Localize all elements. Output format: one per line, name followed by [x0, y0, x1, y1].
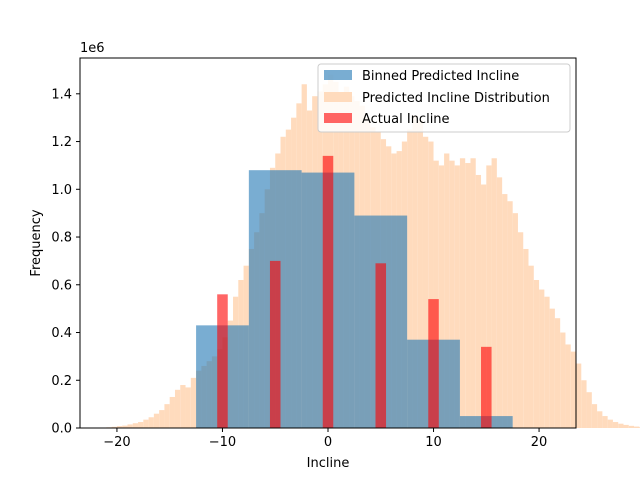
- x-tick-label: 10: [425, 435, 442, 450]
- legend: Binned Predicted Incline Predicted Incli…: [317, 63, 571, 133]
- y-tick-label: 1.2: [51, 135, 72, 150]
- distribution-bar: [174, 389, 181, 428]
- y-offset-label: 1e6: [80, 41, 105, 56]
- y-axis: 0.0 0.2 0.4 0.6 0.8 1.0 1.2 1.4: [51, 87, 80, 437]
- distribution-bar: [597, 411, 603, 428]
- distribution-bar: [539, 289, 545, 428]
- distribution-bar: [412, 115, 418, 429]
- distribution-bar: [486, 165, 492, 428]
- distribution-bar: [481, 184, 487, 428]
- distribution-bar: [148, 417, 154, 428]
- actual-bar: [322, 155, 334, 428]
- distribution-bar: [407, 129, 413, 428]
- distribution-bar: [138, 422, 144, 428]
- actual-bar: [375, 263, 387, 428]
- distribution-bar: [465, 163, 471, 428]
- distribution-bar: [122, 425, 128, 428]
- x-axis-label: Incline: [307, 456, 350, 471]
- legend-label-actual: Actual Incline: [362, 112, 450, 127]
- actual-bar: [428, 299, 439, 428]
- distribution-bar: [417, 120, 423, 428]
- distribution-bar: [623, 424, 629, 428]
- x-tick-label: 20: [531, 435, 548, 450]
- y-tick-label: 0.6: [51, 278, 72, 293]
- distribution-bar: [591, 404, 598, 428]
- distribution-bar: [159, 410, 165, 428]
- actual-bar: [217, 294, 228, 428]
- distribution-bar: [116, 426, 123, 428]
- distribution-bar: [523, 248, 529, 428]
- distribution-bar: [491, 158, 497, 429]
- distribution-bar: [433, 160, 439, 429]
- distribution-bar: [528, 265, 534, 428]
- distribution-bar: [169, 396, 175, 428]
- distribution-bar: [507, 201, 513, 428]
- x-tick-label: 0: [324, 435, 332, 450]
- y-tick-label: 0.8: [51, 231, 72, 246]
- distribution-bar: [444, 153, 450, 428]
- distribution-bar: [549, 308, 555, 428]
- distribution-bar: [570, 351, 576, 428]
- distribution-bar: [454, 165, 460, 428]
- distribution-bar: [544, 296, 550, 428]
- y-tick-label: 0.0: [51, 422, 72, 437]
- distribution-bar: [607, 419, 613, 428]
- distribution-bar: [602, 416, 608, 428]
- x-tick-label: −20: [103, 435, 130, 450]
- legend-label-binned: Binned Predicted Incline: [362, 69, 519, 84]
- distribution-bar: [459, 158, 466, 429]
- actual-bar: [269, 260, 281, 428]
- distribution-bar: [111, 426, 117, 428]
- y-axis-label: Frequency: [29, 209, 44, 276]
- distribution-bar: [164, 404, 170, 428]
- distribution-bar: [185, 387, 191, 428]
- distribution-bar: [628, 425, 635, 428]
- distribution-bar: [618, 423, 624, 428]
- x-tick-label: −10: [209, 435, 236, 450]
- legend-label-distribution: Predicted Incline Distribution: [362, 91, 550, 106]
- distribution-bar: [153, 413, 160, 428]
- distribution-bar: [502, 194, 508, 428]
- distribution-bar: [581, 380, 587, 428]
- distribution-bar: [428, 141, 434, 428]
- distribution-bar: [127, 424, 133, 428]
- distribution-bar: [475, 174, 482, 428]
- legend-box: [317, 63, 571, 133]
- actual-bar: [481, 346, 492, 428]
- distribution-bar: [422, 136, 429, 428]
- x-axis: −20 −10 0 10 20: [103, 428, 547, 450]
- distribution-bar: [517, 232, 524, 428]
- legend-swatch-distribution: [324, 92, 352, 102]
- distribution-bar: [132, 423, 139, 428]
- distribution-bar: [586, 392, 592, 428]
- distribution-bar: [565, 344, 571, 428]
- y-tick-label: 1.4: [51, 87, 72, 102]
- distribution-bar: [612, 422, 619, 428]
- y-tick-label: 0.2: [51, 374, 72, 389]
- distribution-bar: [533, 280, 540, 428]
- distribution-bar: [190, 377, 197, 428]
- distribution-bar: [180, 385, 186, 428]
- distribution-bar: [560, 332, 566, 428]
- distribution-bar: [449, 160, 455, 429]
- distribution-bar: [470, 158, 476, 429]
- y-tick-label: 0.4: [51, 326, 72, 341]
- distribution-bar: [576, 363, 582, 428]
- distribution-bar: [143, 419, 149, 428]
- distribution-bar: [512, 213, 518, 428]
- distribution-bar: [438, 165, 445, 428]
- distribution-bar: [496, 177, 503, 428]
- y-tick-label: 1.0: [51, 183, 72, 198]
- distribution-bar: [554, 318, 561, 428]
- legend-swatch-actual: [324, 113, 352, 123]
- distribution-bar: [634, 426, 640, 428]
- legend-swatch-binned: [324, 70, 352, 80]
- plot-area: [106, 74, 640, 429]
